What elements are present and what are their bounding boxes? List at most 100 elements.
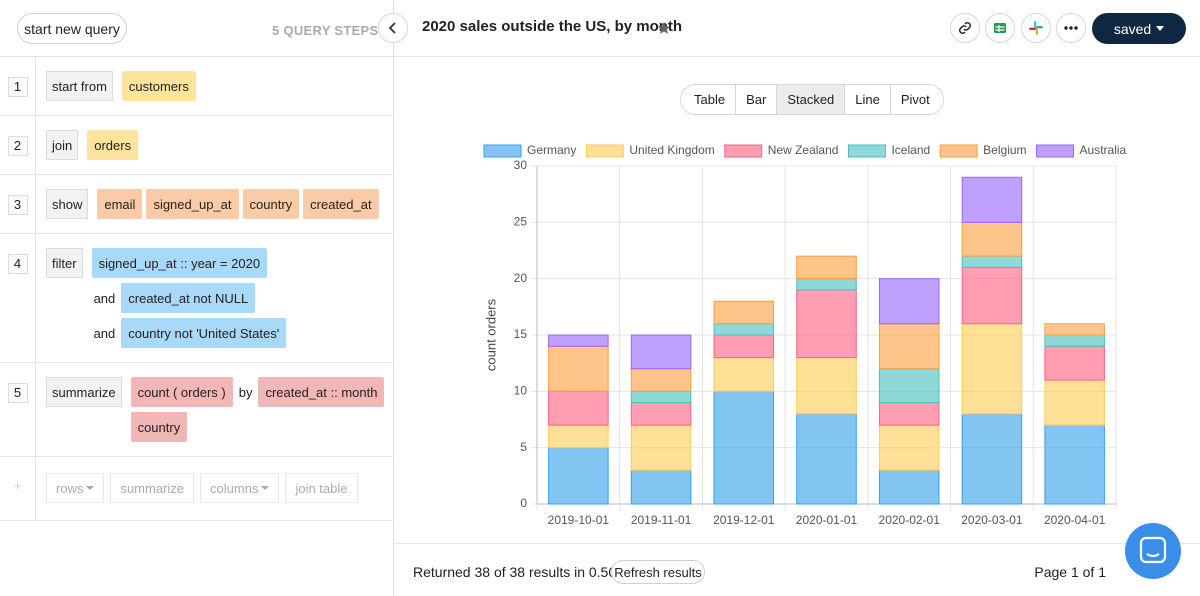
view-tab[interactable]: Bar: [735, 85, 777, 114]
chevron-icon: [388, 22, 396, 34]
legend-label: United Kingdom: [629, 143, 714, 157]
step-line: customers: [121, 71, 196, 101]
token[interactable]: created_at: [303, 189, 379, 219]
bar: [878, 469, 940, 505]
bar: [1044, 379, 1105, 426]
bar: [630, 424, 692, 471]
view-tab[interactable]: Pivot: [889, 85, 943, 114]
query-step: 5 summarize count ( orders ) by created_at :…: [0, 363, 393, 457]
bar: [548, 334, 609, 347]
sheets-icon: [994, 23, 1006, 33]
link-button[interactable]: [950, 13, 980, 43]
step-number-cell: 5: [0, 363, 36, 456]
step-action[interactable]: summarize: [46, 377, 122, 407]
y-axis-label: count orders: [483, 298, 498, 371]
query-step: 4 filter signed_up_at :: year = 2020 and cre…: [0, 234, 393, 363]
view-tab[interactable]: Table: [681, 85, 736, 114]
step-line: country: [130, 412, 385, 442]
refresh-button[interactable]: Refresh results: [611, 560, 705, 584]
bar: [796, 289, 857, 359]
bar: [548, 345, 609, 392]
step-body: start from customers: [36, 57, 196, 115]
bar: [796, 278, 857, 291]
token[interactable]: created_at :: month: [258, 377, 385, 407]
view-tab[interactable]: Line: [844, 85, 890, 114]
step-action[interactable]: start from: [46, 71, 113, 101]
token[interactable]: country not 'United States': [121, 318, 287, 348]
star-icon[interactable]: [657, 21, 671, 35]
bar: [713, 323, 775, 336]
more-button[interactable]: [1056, 13, 1086, 43]
bar: [878, 323, 940, 370]
add-step-icon[interactable]: +: [13, 478, 22, 493]
query-step: 1 start from customers: [0, 57, 393, 116]
plot: 0 5 10 15 20 25 30 count orders 2019-10-01 2019-1…: [483, 143, 1126, 527]
add-step-row: + rows summarize columns join table: [0, 457, 393, 521]
add-step-option[interactable]: join table: [285, 473, 358, 503]
x-tick-label: 2019-11-01: [631, 513, 692, 527]
bar: [878, 424, 940, 471]
token[interactable]: customers: [121, 71, 196, 101]
step-action[interactable]: filter: [46, 248, 83, 278]
legend-label: Germany: [527, 143, 576, 157]
x-tick-label: 2020-04-01: [1044, 513, 1106, 527]
sheets-button[interactable]: [985, 13, 1015, 43]
step-number: 1: [7, 77, 28, 97]
bar: [878, 368, 940, 404]
step-action[interactable]: join: [46, 130, 79, 160]
bar: [630, 390, 692, 404]
new-query-button[interactable]: start new query: [17, 13, 127, 44]
token[interactable]: orders: [87, 130, 139, 160]
legend-label: Belgium: [983, 143, 1026, 157]
bar: [796, 255, 857, 280]
add-step-option[interactable]: columns: [200, 473, 280, 503]
add-step-option[interactable]: summarize: [110, 473, 195, 503]
token[interactable]: signed_up_at :: year = 2020: [91, 248, 268, 278]
step-action[interactable]: show: [46, 189, 89, 219]
chat-icon: [1139, 536, 1167, 564]
steps: 1 start from customers 2 join orders 3 show emai…: [0, 57, 393, 521]
legend-swatch: [1036, 144, 1075, 158]
add-step-option[interactable]: rows: [46, 473, 105, 503]
legend-swatch: [585, 144, 624, 158]
legend-swatch: [483, 144, 522, 158]
view-tab[interactable]: Stacked: [776, 85, 845, 114]
connector: and: [93, 325, 116, 341]
view-tabs: Table Bar Stacked Line Pivot: [680, 84, 944, 115]
bar: [961, 323, 1023, 415]
token[interactable]: count ( orders ): [130, 377, 233, 407]
legend-swatch: [724, 144, 763, 158]
query-step: 2 join orders: [0, 116, 393, 175]
legend-swatch: [939, 144, 978, 158]
chat-button[interactable]: [1125, 523, 1181, 579]
bar: [630, 368, 692, 392]
token[interactable]: created_at not NULL: [121, 283, 256, 313]
token[interactable]: country: [130, 412, 188, 442]
saved-button[interactable]: saved: [1092, 13, 1186, 44]
connector: by: [238, 384, 253, 400]
step-body: join orders: [36, 116, 139, 174]
token[interactable]: email: [97, 189, 143, 219]
step-body: summarize count ( orders ) by created_at ::…: [36, 363, 385, 456]
step-line: orders: [87, 130, 139, 160]
token[interactable]: country: [242, 189, 300, 219]
connector: and: [93, 290, 116, 306]
step-lines: email signed_up_at country created_at: [97, 189, 379, 219]
bar: [878, 278, 940, 325]
collapse-button[interactable]: [378, 13, 408, 43]
slack-button[interactable]: [1021, 13, 1051, 43]
y-tick-label: 0: [520, 496, 527, 510]
y-tick-label: 5: [520, 440, 527, 454]
x-tick-label: 2020-02-01: [879, 513, 941, 527]
step-line: and created_at not NULL: [92, 283, 287, 313]
add-step-options: rows summarize columns join table: [36, 457, 358, 520]
pagination: Page 1 of 1: [1034, 564, 1106, 580]
step-line: and country not 'United States': [92, 318, 287, 348]
y-tick-label: 10: [514, 384, 528, 398]
step-number-cell: 2: [0, 116, 36, 174]
token[interactable]: signed_up_at: [146, 189, 239, 219]
bar: [548, 390, 609, 426]
query-title: 2020 sales outside the US, by month: [422, 18, 683, 35]
